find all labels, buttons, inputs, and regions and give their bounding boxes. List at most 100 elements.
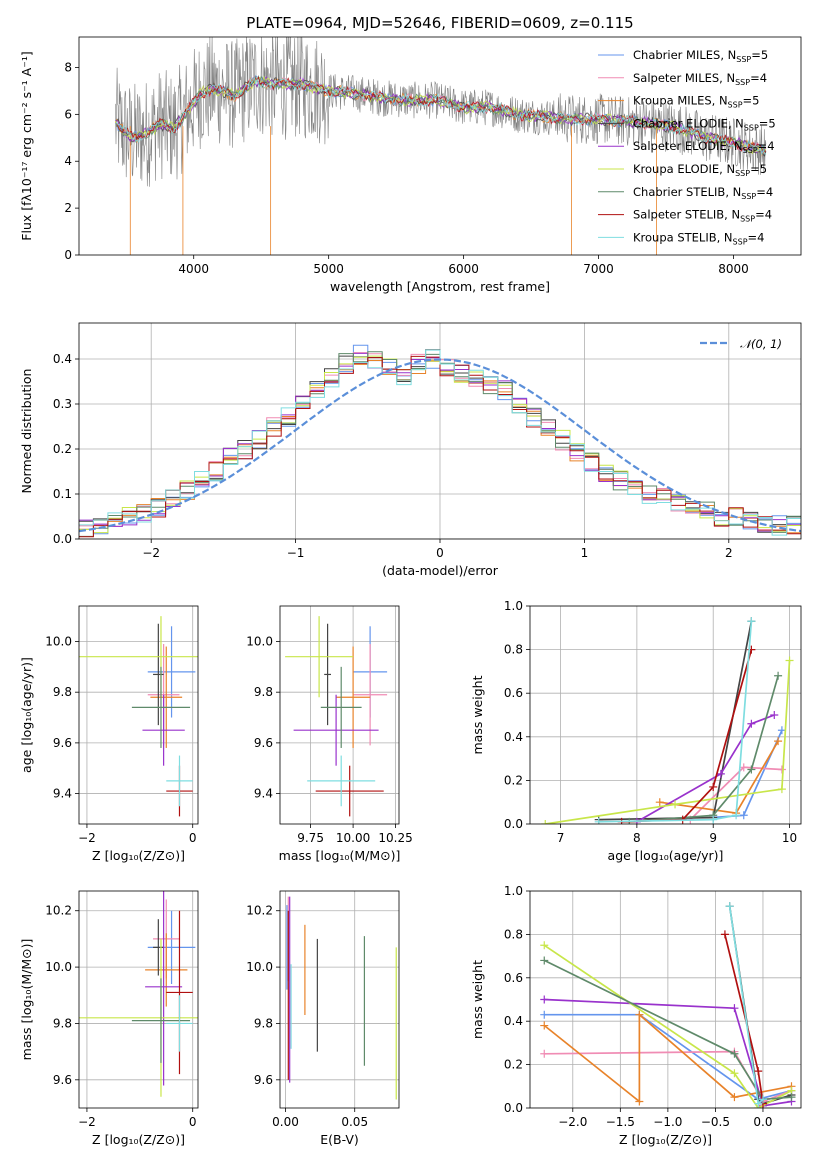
legend-text: Kroupa ELODIE, N bbox=[633, 162, 735, 176]
errorbar-kroupa-stelib bbox=[166, 755, 193, 807]
histogram-kroupa-stelib bbox=[79, 349, 801, 536]
x-tick-label: −2 bbox=[142, 546, 160, 560]
x-axis-label: mass [log₁₀(M/M⊙)] bbox=[279, 848, 401, 863]
weight-marker bbox=[758, 1095, 767, 1104]
x-tick-label: 0 bbox=[436, 546, 444, 560]
y-tick-label: 9.4 bbox=[254, 787, 273, 801]
ebv-mass-panel: 0.00 0.05 9.6 9.8 10.0 10.2 E(B-V) bbox=[246, 890, 400, 1147]
axes-frame bbox=[78, 36, 802, 256]
errorbar-chabrier-stelib bbox=[320, 666, 362, 748]
x-axis-label: Z [log₁₀(Z/Z⊙)] bbox=[619, 1132, 712, 1147]
weight-marker bbox=[739, 763, 748, 772]
weight-marker bbox=[594, 817, 603, 824]
weight-marker bbox=[540, 956, 549, 965]
y-tick-label: 0.1 bbox=[53, 487, 72, 501]
model-line-kroupa-stelib bbox=[115, 76, 767, 156]
y-tick-label: 0 bbox=[64, 248, 72, 262]
y-tick-label: 0.3 bbox=[53, 397, 72, 411]
z-mass-plot-area bbox=[79, 891, 198, 1108]
y-tick-label: 10.2 bbox=[246, 904, 273, 918]
errorbar-chabrier-stelib bbox=[131, 666, 191, 748]
spectrum-panel: 4000 5000 6000 7000 8000 0 2 4 6 8 wavelength [Ang… bbox=[19, 36, 802, 294]
weight-path bbox=[728, 906, 792, 1105]
x-tick-label: 0 bbox=[189, 1115, 197, 1129]
residuals-panel: −2 −1 0 1 2 0.0 0.1 0.2 0.3 0.4 (data-model)/error… bbox=[19, 322, 802, 578]
legend-entry: Salpeter ELODIE, NSSP=4 bbox=[633, 139, 775, 155]
errorbar-salpeter-miles bbox=[353, 644, 388, 746]
x-tick-label: 9.75 bbox=[297, 831, 324, 845]
x-tick-label: 2 bbox=[725, 546, 733, 560]
weight-line-kroupa-elodie bbox=[541, 656, 794, 824]
legend-subscript: SSP bbox=[735, 78, 750, 87]
y-tick-label: 4 bbox=[64, 154, 72, 168]
y-axis-label: mass weight bbox=[470, 960, 485, 1039]
legend-subscript: SSP bbox=[740, 215, 755, 224]
x-tick-label: 1 bbox=[581, 546, 589, 560]
legend-suffix: =5 bbox=[759, 116, 776, 130]
errorbar-chabrier-stelib bbox=[131, 978, 191, 1063]
legend-entry: Kroupa MILES, NSSP=5 bbox=[633, 94, 759, 110]
weight-marker bbox=[747, 617, 756, 626]
weight-path bbox=[724, 934, 764, 1104]
y-tick-label: 9.4 bbox=[53, 787, 72, 801]
axes-frame bbox=[279, 605, 400, 825]
y-tick-label: 9.8 bbox=[53, 1016, 72, 1030]
weight-marker bbox=[730, 1004, 739, 1013]
y-tick-label: 0.6 bbox=[504, 971, 523, 985]
y-axis-label: age [log₁₀(age/yr)] bbox=[19, 657, 34, 773]
errorbar-chabrier-elodie bbox=[153, 919, 164, 976]
weight-line-salpeter-stelib bbox=[720, 930, 767, 1108]
weight-path bbox=[636, 714, 775, 823]
y-axis-label: mass [log₁₀(M/M⊙)] bbox=[19, 939, 34, 1061]
weight-marker bbox=[732, 811, 741, 820]
legend-suffix: =4 bbox=[750, 71, 767, 85]
weight-marker bbox=[770, 711, 779, 719]
weight-path bbox=[544, 998, 792, 1107]
spectrum-plot-area bbox=[114, 37, 767, 255]
legend-entry: Chabrier ELODIE, NSSP=5 bbox=[633, 116, 776, 132]
weight-path bbox=[598, 621, 753, 821]
x-tick-label: −2 bbox=[78, 831, 96, 845]
y-axis-label: Flux [fλ10⁻¹⁷ erg cm⁻² s⁻¹ A⁻¹] bbox=[19, 51, 34, 240]
x-tick-label: 7000 bbox=[583, 262, 614, 276]
legend-text: Kroupa MILES, N bbox=[633, 94, 728, 108]
age-weight-panel: 7 8 9 10 0.0 0.2 0.4 0.6 0.8 1.0 age [log₁₀(age/yr… bbox=[470, 599, 802, 863]
z-weight-panel: −2.0 −1.5 −1.0 −0.5 0.0 0.0 0.2 0.4 0.6 0.8 1.0 Z [… bbox=[470, 884, 802, 1147]
y-axis-label: mass weight bbox=[470, 675, 485, 754]
x-tick-label: −2 bbox=[78, 1115, 96, 1129]
weight-marker bbox=[747, 719, 756, 728]
x-tick-label: 8 bbox=[633, 831, 641, 845]
legend-subscript: SSP bbox=[741, 192, 756, 201]
x-axis-label: wavelength [Angstrom, rest frame] bbox=[330, 279, 550, 294]
weight-marker bbox=[671, 800, 680, 809]
x-tick-label: 0 bbox=[189, 831, 197, 845]
weight-marker bbox=[655, 798, 664, 807]
z-age-panel: −2 0 9.4 9.6 9.8 10.0 Z [log₁₀(Z/Z⊙)] age [log₁… bbox=[19, 605, 199, 863]
weight-path bbox=[545, 660, 791, 824]
weight-line-kroupa-stelib bbox=[594, 617, 756, 824]
x-tick-label: −1.5 bbox=[606, 1115, 635, 1129]
weight-marker bbox=[754, 1099, 763, 1108]
weight-marker bbox=[635, 1097, 644, 1106]
y-tick-label: 0.2 bbox=[504, 773, 523, 787]
weight-marker bbox=[709, 815, 718, 824]
x-tick-label: 5000 bbox=[313, 262, 344, 276]
errorbar-salpeter-elodie bbox=[293, 694, 379, 766]
weight-marker bbox=[774, 737, 783, 746]
y-tick-label: 0.4 bbox=[504, 730, 523, 744]
y-tick-label: 0.2 bbox=[53, 442, 72, 456]
weight-line-chabrier-stelib bbox=[625, 671, 783, 824]
age-weight-plot-area bbox=[530, 606, 801, 824]
y-tick-label: 10.0 bbox=[246, 634, 273, 648]
x-tick-label: −2.0 bbox=[558, 1115, 587, 1129]
x-tick-label: 9 bbox=[709, 831, 717, 845]
y-tick-label: 10.2 bbox=[45, 904, 72, 918]
weight-line-salpeter-stelib bbox=[617, 645, 756, 824]
weight-path bbox=[544, 1013, 792, 1101]
x-axis-label: E(B-V) bbox=[320, 1132, 359, 1147]
legend-entry: 𝒩(0, 1) bbox=[740, 337, 782, 351]
errorbar-chabrier-miles bbox=[147, 626, 196, 718]
model-line-chabrier-stelib bbox=[114, 74, 766, 153]
